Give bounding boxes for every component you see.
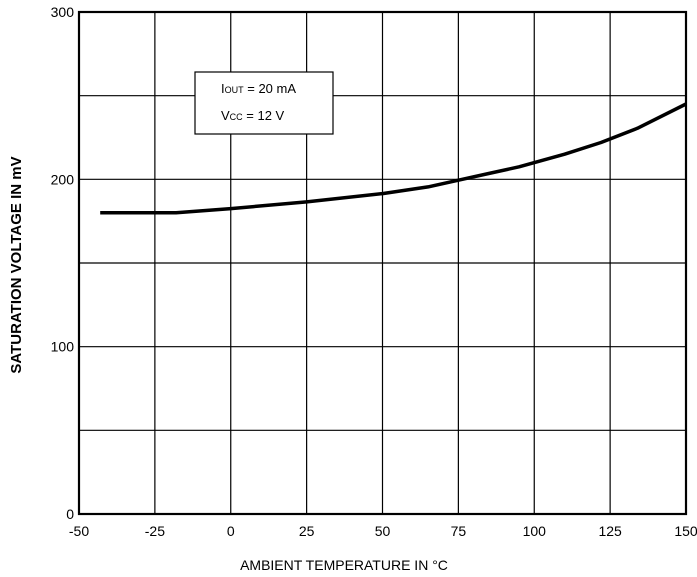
series — [100, 102, 687, 215]
x-tick-label: 25 — [299, 523, 315, 539]
y-tick-label: 100 — [51, 339, 75, 355]
annotation-box: IOUT = 20 mA VCC = 12 V — [194, 71, 334, 135]
x-tick-label: 125 — [598, 523, 622, 539]
x-tick-label: 100 — [523, 523, 547, 539]
series-line — [100, 102, 687, 215]
grid — [77, 10, 688, 516]
plot-frame — [77, 10, 688, 516]
x-axis-label: AMBIENT TEMPERATURE IN °C — [240, 557, 448, 573]
y-axis-label: SATURATION VOLTAGE IN mV — [8, 156, 25, 373]
x-tick-label: -25 — [145, 523, 165, 539]
y-tick-labels: 0 100 200 300 — [51, 4, 75, 522]
y-tick-label: 200 — [51, 171, 75, 187]
annotation-line-1: IOUT = 20 mA — [221, 81, 296, 96]
x-tick-label: 150 — [674, 523, 697, 539]
x-tick-label: 75 — [451, 523, 467, 539]
annotation-line-2: VCC = 12 V — [221, 108, 285, 123]
x-tick-label: -50 — [69, 523, 89, 539]
x-tick-labels: -50 -25 0 25 50 75 100 125 150 — [69, 523, 697, 539]
y-tick-label: 0 — [66, 506, 74, 522]
x-tick-label: 0 — [227, 523, 235, 539]
x-tick-label: 50 — [375, 523, 391, 539]
y-tick-label: 300 — [51, 4, 75, 20]
